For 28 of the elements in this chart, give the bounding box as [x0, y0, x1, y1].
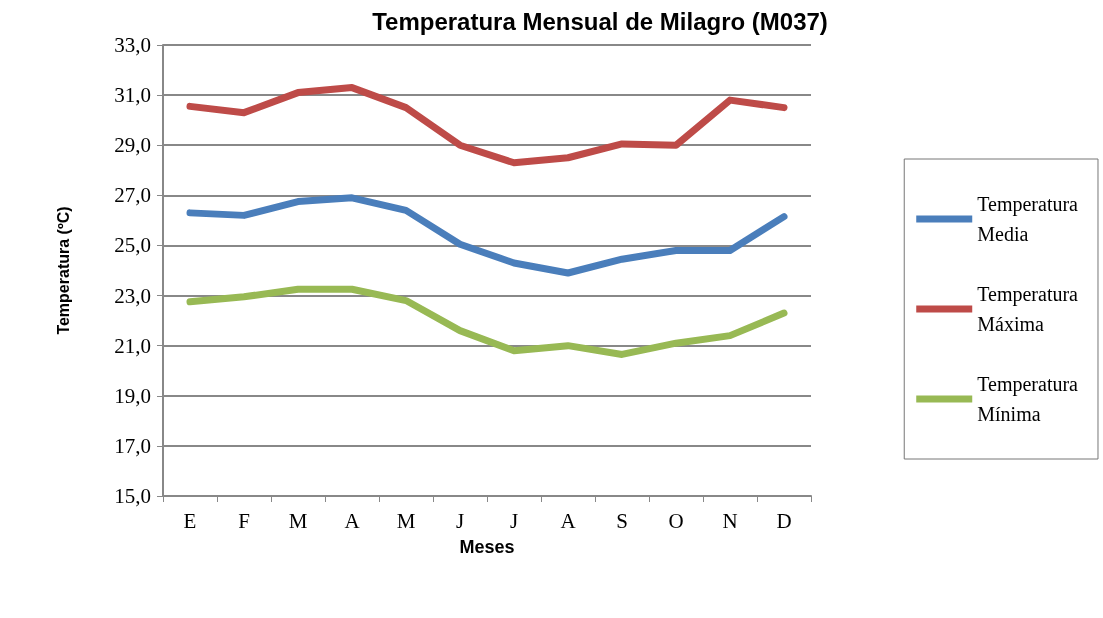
x-tick-label: D — [776, 508, 792, 533]
y-tick-label: 23,0 — [114, 283, 151, 308]
y-tick-label: 33,0 — [114, 33, 151, 57]
y-tick-label: 25,0 — [114, 233, 151, 258]
x-tick-label: N — [722, 508, 738, 533]
legend-label: Temperatura Mínima — [977, 373, 1079, 425]
y-tick-label: 19,0 — [114, 383, 151, 408]
y-tick-label: 15,0 — [114, 484, 151, 508]
x-tick-label: E — [183, 508, 197, 533]
x-tick-label: M — [396, 508, 416, 533]
x-tick-label: M — [288, 508, 308, 533]
legend-label: Temperatura Máxima — [977, 283, 1079, 335]
y-tick-label: 29,0 — [114, 133, 151, 158]
legend-label: Temperatura Media — [977, 193, 1079, 245]
x-tick-label: J — [455, 508, 465, 533]
y-axis-title: Temperatura (ºC) — [54, 206, 72, 335]
x-tick-label: A — [344, 508, 361, 533]
y-tick-label: 17,0 — [114, 433, 151, 458]
x-axis-title: Meses — [459, 537, 515, 557]
y-tick-label: 31,0 — [114, 83, 151, 108]
chart-title: Temperatura Mensual de Milagro (M037) — [372, 7, 828, 35]
y-tick-label: 27,0 — [114, 183, 151, 208]
x-tick-label: F — [238, 508, 250, 533]
x-tick-label: J — [509, 508, 519, 533]
x-tick-label: O — [668, 508, 684, 533]
y-tick-label: 21,0 — [114, 333, 151, 358]
x-tick-label: A — [560, 508, 577, 533]
x-tick-label: S — [616, 508, 628, 533]
